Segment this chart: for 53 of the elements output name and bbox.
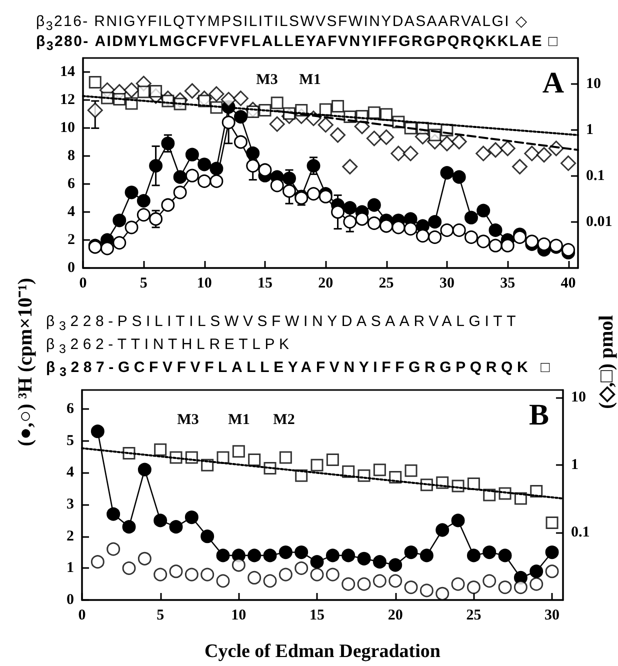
y-tick-label: 0 (68, 260, 75, 276)
y2-tick-label: 0.1 (586, 168, 605, 184)
y2-tick-label: 0.01 (586, 214, 612, 230)
annotation: M1 (228, 412, 250, 428)
annotation: M1 (299, 72, 321, 88)
y-tick-label: 1 (66, 560, 74, 576)
y-tick-label: 5 (66, 432, 74, 449)
x-axis-title: Cycle of Edman Degradation (204, 641, 441, 662)
text: β$_{3}$280- AIDMYLMGCFVFVFLALLEYAFVNYIFFGRGPQRQKKLAE □ (36, 33, 559, 55)
y-tick-label: 3 (66, 496, 74, 513)
x-tick-label: 0 (78, 608, 86, 624)
x-tick-label: 5 (156, 608, 164, 624)
x-tick-label: 35 (500, 276, 516, 292)
y-tick-label: 6 (66, 401, 74, 418)
y-tick-label: 10 (60, 120, 75, 136)
x-tick-label: 20 (318, 276, 334, 292)
x-tick-label: 20 (388, 608, 403, 624)
text: β$_{3}$228-PSILITILSWVSFWINYDASAARVALGITT (46, 313, 520, 335)
y2-axis-title: (◇,□) pmol (594, 315, 618, 409)
y2-tick-label: 10 (571, 390, 586, 406)
x-tick-label: 25 (378, 276, 394, 292)
y2-tick-label: 1 (571, 457, 578, 474)
x-tick-label: 30 (544, 608, 560, 624)
y-axis-title: (●,○) ³H (cpm×10⁻¹) (14, 278, 38, 446)
y-tick-label: 0 (66, 592, 74, 608)
annotation: M2 (273, 412, 295, 428)
text: β$_{3}$262-TTINTHLRETLPK (46, 336, 294, 358)
y-tick-label: 12 (60, 92, 75, 108)
y2-tick-label: 0.1 (571, 524, 590, 541)
annotation: M3 (177, 412, 199, 428)
y2-tick-label: 1 (586, 122, 594, 138)
x-tick-label: 25 (466, 608, 482, 624)
x-tick-label: 10 (231, 608, 246, 624)
x-tick-label: 40 (560, 276, 576, 292)
y-tick-label: 2 (66, 528, 74, 544)
x-tick-label: 30 (439, 276, 454, 292)
y-tick-label: 6 (68, 176, 76, 192)
y-tick-label: 14 (60, 64, 76, 80)
y2-tick-label: 10 (586, 76, 601, 92)
y-tick-label: 4 (68, 204, 76, 220)
x-tick-label: 5 (140, 276, 148, 292)
y-tick-label: 8 (68, 148, 75, 164)
x-tick-label: 10 (196, 276, 212, 292)
text: β$_{3}$216- RNIGYFILQTYMPSILITILSWVSFWINYDASAARVALGI ◇ (36, 13, 529, 33)
y-tick-label: 4 (66, 464, 74, 481)
x-tick-label: 15 (257, 276, 272, 292)
text: β$_{3}$287-GCFVFVFLALLEYAFVNYIFFGRGPQRQK □ (46, 359, 554, 381)
annotation: B (528, 398, 550, 432)
x-tick-label: 0 (79, 276, 87, 292)
y-tick-label: 2 (68, 232, 75, 248)
annotation: M3 (256, 72, 278, 88)
annotation: A (542, 66, 564, 100)
x-tick-label: 15 (310, 608, 325, 624)
